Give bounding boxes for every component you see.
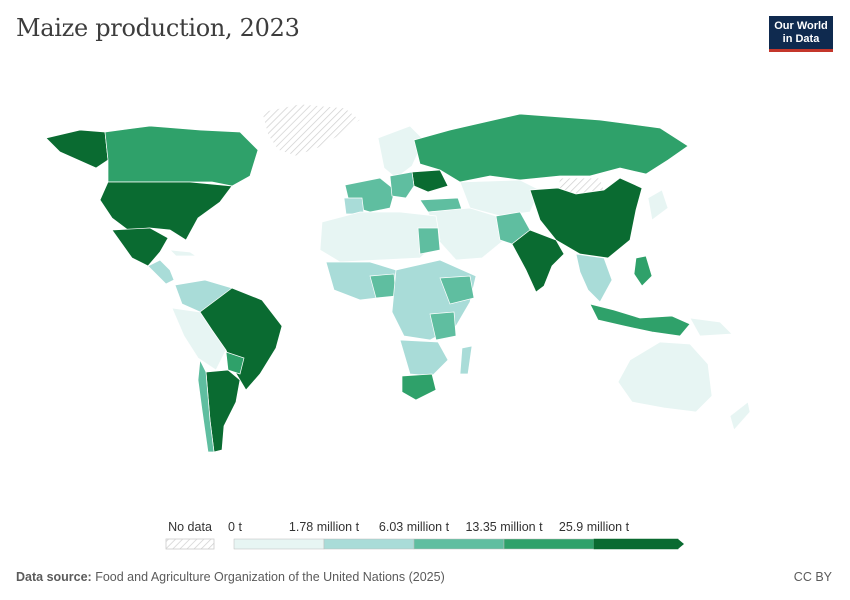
- region-southeast-asia[interactable]: [575, 253, 613, 303]
- region-central-america[interactable]: [147, 259, 175, 285]
- legend-bin-3[interactable]: [413, 538, 505, 550]
- region-mexico[interactable]: [111, 227, 169, 267]
- legend-bin-2[interactable]: [323, 538, 415, 550]
- region-brazil[interactable]: [199, 287, 283, 391]
- license[interactable]: CC BY: [793, 570, 832, 584]
- data-source: Data source: Food and Agriculture Organi…: [16, 570, 445, 584]
- legend-tick-1: 1.78 million t: [289, 520, 360, 534]
- legend-bin-5[interactable]: [593, 538, 679, 550]
- region-japan[interactable]: [647, 189, 669, 221]
- region-tanzania[interactable]: [429, 311, 457, 341]
- map-regions: [45, 103, 751, 453]
- region-chile[interactable]: [197, 358, 215, 453]
- legend-tick-0: 0 t: [228, 520, 242, 534]
- region-madagascar[interactable]: [459, 345, 473, 375]
- region-egypt[interactable]: [417, 227, 441, 255]
- legend-bin-4[interactable]: [503, 538, 595, 550]
- legend-no-data-swatch[interactable]: [165, 538, 215, 550]
- legend-no-data-label: No data: [168, 520, 212, 534]
- owid-logo[interactable]: Our World in Data: [769, 16, 833, 52]
- region-papua[interactable]: [689, 317, 733, 337]
- region-new-zealand[interactable]: [729, 401, 751, 431]
- region-indonesia[interactable]: [589, 303, 691, 337]
- region-philippines[interactable]: [633, 255, 653, 287]
- world-map: [45, 103, 751, 453]
- region-southern-africa[interactable]: [399, 339, 449, 377]
- legend-tick-2: 6.03 million t: [379, 520, 450, 534]
- region-australia[interactable]: [617, 341, 713, 413]
- region-greenland[interactable]: [261, 103, 361, 157]
- region-scandinavia[interactable]: [377, 125, 425, 179]
- region-usa[interactable]: [99, 181, 233, 241]
- legend-tick-4: 25.9 million t: [559, 520, 630, 534]
- legend-tick-3: 13.35 million t: [465, 520, 543, 534]
- region-cuba[interactable]: [169, 249, 198, 257]
- region-south-africa[interactable]: [401, 373, 437, 401]
- logo-line-2: in Data: [782, 33, 820, 45]
- region-middle-east[interactable]: [427, 207, 505, 261]
- data-source-label: Data source:: [16, 570, 92, 584]
- chart-title: Maize production, 2023: [16, 14, 300, 42]
- legend-bin-1[interactable]: [233, 538, 325, 550]
- region-india[interactable]: [511, 229, 565, 293]
- legend-arrow: [678, 539, 684, 549]
- logo-line-1: Our World: [774, 20, 828, 32]
- data-source-text[interactable]: Food and Agriculture Organization of the…: [95, 570, 445, 584]
- region-alaska[interactable]: [45, 129, 109, 169]
- region-ethiopia[interactable]: [439, 275, 475, 305]
- region-russia[interactable]: [413, 113, 689, 183]
- region-paraguay[interactable]: [225, 351, 245, 375]
- region-eastern-europe[interactable]: [389, 171, 415, 199]
